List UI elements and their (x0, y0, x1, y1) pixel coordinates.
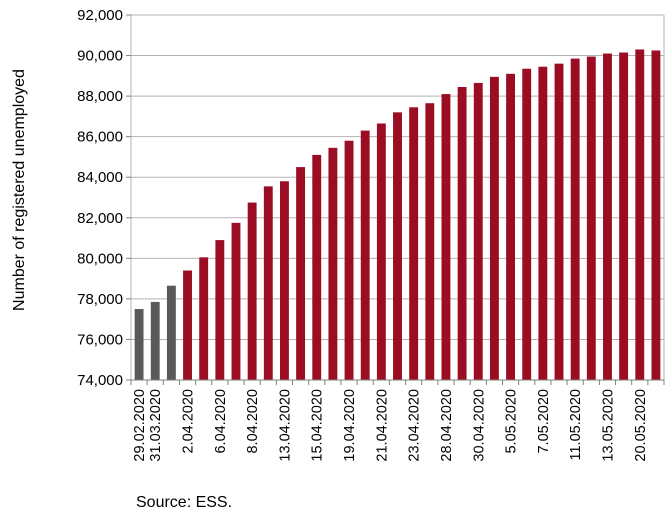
bar (619, 52, 629, 381)
axes (126, 14, 665, 385)
bar (360, 130, 370, 380)
bar (603, 53, 612, 381)
bar (393, 112, 402, 380)
x-tick-label: 29.02.2020 (132, 389, 148, 462)
bar (651, 50, 661, 380)
bar (150, 301, 160, 380)
source-note: Source: ESS. (136, 494, 233, 511)
x-tick-label: 28.04.2020 (439, 389, 455, 462)
bar (522, 68, 532, 380)
y-tick-label: 82,000 (77, 210, 123, 227)
x-tick-label: 21.04.2020 (374, 389, 390, 462)
y-tick-label: 78,000 (77, 291, 123, 308)
x-tick-label: 5.05.2020 (504, 389, 520, 454)
bar (134, 309, 144, 380)
x-tick-label: 2.04.2020 (181, 389, 197, 454)
x-tick-label: 31.03.2020 (148, 389, 164, 462)
bar (635, 49, 645, 380)
y-tick-label: 86,000 (77, 129, 123, 146)
bar (328, 147, 338, 380)
bar (586, 56, 596, 380)
x-tick-label: 30.04.2020 (471, 389, 487, 462)
x-tick-label: 23.04.2020 (407, 389, 423, 462)
x-tick-label: 11.05.2020 (568, 389, 584, 461)
bar (570, 58, 580, 380)
x-tick-label: 13.05.2020 (600, 389, 616, 462)
y-tick-label: 88,000 (77, 88, 123, 105)
y-tick-label: 74,000 (77, 372, 123, 389)
y-tick-label: 84,000 (77, 169, 123, 186)
x-tick-label: 8.04.2020 (245, 389, 261, 454)
bar (425, 103, 435, 380)
bar (312, 154, 322, 380)
bar (166, 285, 176, 380)
x-tick-label: 13.04.2020 (277, 389, 293, 462)
x-tick-label: 20.05.2020 (633, 389, 649, 462)
bar (279, 181, 289, 380)
bar (554, 63, 564, 381)
bar (344, 140, 354, 380)
y-tick-labels: 74,000 76,000 78,000 80,000 82,000 84,000 86,0… (77, 7, 123, 389)
bar (199, 257, 209, 380)
x-tick-label: 15.04.2020 (310, 389, 326, 462)
bars (134, 49, 661, 381)
y-tick-label: 92,000 (77, 7, 123, 24)
bar (215, 240, 225, 380)
y-axis-label: Number of registered unemployed (11, 69, 28, 311)
bar (263, 186, 273, 380)
bar (409, 107, 419, 380)
bar (183, 270, 192, 380)
bar (473, 82, 483, 381)
bar (376, 123, 386, 380)
bar (441, 94, 451, 380)
bar (506, 73, 516, 381)
x-tick-label: 6.04.2020 (213, 389, 229, 454)
bar (247, 202, 257, 380)
bar (457, 86, 467, 380)
bar (489, 76, 499, 380)
y-tick-label: 90,000 (77, 48, 123, 65)
x-tick-label: 7.05.2020 (536, 389, 552, 454)
bar (296, 167, 306, 380)
x-tick-labels: 29.02.2020 31.03.2020 2.04.2020 6.04.2020 8.… (132, 389, 649, 462)
bar (231, 222, 241, 380)
y-tick-label: 80,000 (77, 250, 123, 267)
y-tick-label: 76,000 (77, 331, 123, 348)
x-tick-label: 19.04.2020 (342, 389, 358, 462)
bar (538, 66, 548, 380)
